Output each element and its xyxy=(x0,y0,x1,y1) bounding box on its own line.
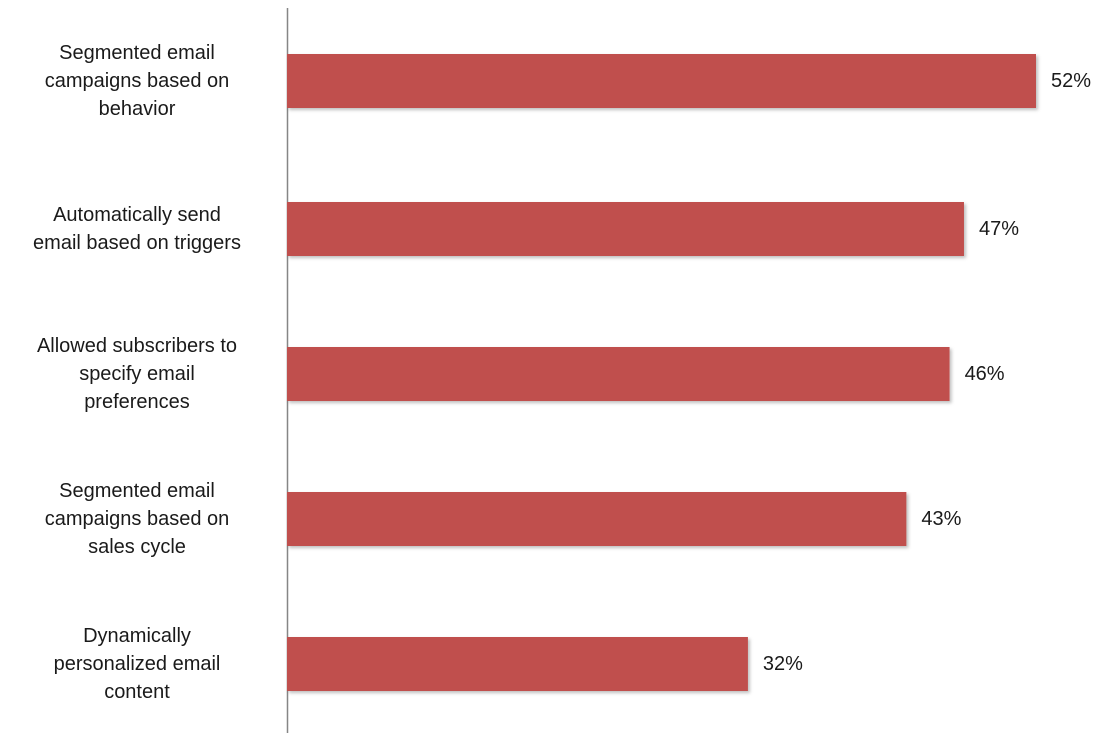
category-label-line: Automatically send xyxy=(53,204,221,226)
category-label-line: campaigns based on xyxy=(45,70,230,92)
category-label-line: sales cycle xyxy=(88,536,186,558)
category-label-line: preferences xyxy=(84,391,190,413)
category-label-line: Allowed subscribers to xyxy=(37,335,237,357)
category-label-line: Segmented email xyxy=(59,480,215,502)
category-label-line: behavior xyxy=(99,98,176,120)
value-label-5: 32% xyxy=(763,653,803,675)
value-label-4: 43% xyxy=(921,508,961,530)
value-label-3: 46% xyxy=(965,363,1005,385)
category-label-line: campaigns based on xyxy=(45,508,230,530)
category-label-line: specify email xyxy=(79,363,195,385)
value-labels: 52% 47% 46% 43% 32% xyxy=(763,70,1091,675)
value-label-1: 52% xyxy=(1051,70,1091,92)
category-label-line: Dynamically xyxy=(83,625,191,647)
category-labels: Segmented email campaigns based on behavio… xyxy=(33,42,241,703)
category-label-1: Segmented email campaigns based on behavio… xyxy=(45,42,230,120)
bar-4 xyxy=(287,492,907,546)
category-label-line: personalized email xyxy=(54,653,221,675)
category-label-line: Segmented email xyxy=(59,42,215,64)
category-label-2: Automatically send email based on trigger… xyxy=(33,204,241,254)
bar-2 xyxy=(287,202,964,256)
category-label-line: email based on triggers xyxy=(33,232,241,254)
category-label-line: content xyxy=(104,681,170,703)
bar-1 xyxy=(287,54,1036,108)
bars-layer xyxy=(287,54,1036,691)
bar-3 xyxy=(287,347,950,401)
category-label-4: Segmented email campaigns based on sales c… xyxy=(45,480,230,558)
value-label-2: 47% xyxy=(979,218,1019,240)
bar-5 xyxy=(287,637,748,691)
category-label-3: Allowed subscribers to specify email prefe… xyxy=(37,335,237,413)
category-label-5: Dynamically personalized email content xyxy=(54,625,221,703)
